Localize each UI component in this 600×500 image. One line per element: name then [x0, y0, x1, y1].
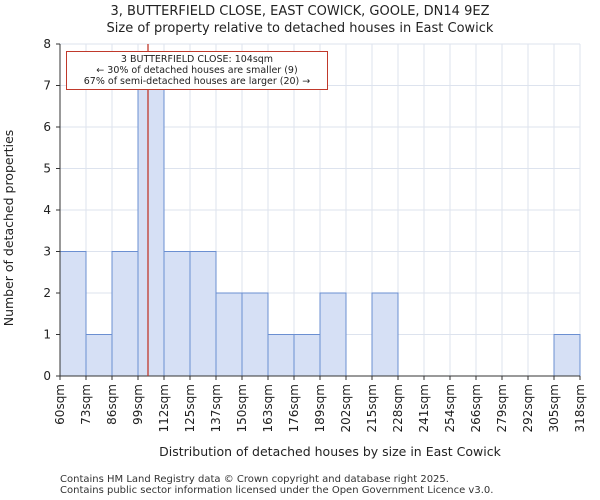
x-tick-label: 279sqm — [495, 384, 509, 432]
x-tick-label: 292sqm — [521, 384, 535, 432]
y-tick-label: 1 — [43, 328, 51, 342]
y-tick-label: 4 — [43, 203, 51, 217]
x-tick-label: 60sqm — [53, 384, 67, 425]
annotation-line-3: 67% of semi-detached houses are larger (… — [83, 76, 311, 87]
footer-line-1: Contains HM Land Registry data © Crown c… — [60, 474, 449, 485]
x-tick-label: 241sqm — [417, 384, 431, 432]
chart-title: 3, BUTTERFIELD CLOSE, EAST COWICK, GOOLE… — [110, 4, 490, 19]
x-tick-label: 125sqm — [183, 384, 197, 432]
histogram-bar — [215, 292, 243, 377]
y-tick-label: 8 — [43, 37, 51, 51]
histogram-bar — [267, 334, 295, 377]
histogram-bar — [85, 334, 113, 377]
x-tick-label: 254sqm — [443, 384, 457, 432]
x-tick-label: 215sqm — [365, 384, 379, 432]
y-tick-label: 6 — [43, 120, 51, 134]
x-tick-label: 228sqm — [391, 384, 405, 432]
annotation-line-2: ← 30% of detached houses are smaller (9) — [96, 65, 298, 76]
x-tick-label: 318sqm — [573, 384, 587, 432]
footer-line-2: Contains public sector information licen… — [60, 485, 494, 496]
x-tick-label: 176sqm — [287, 384, 301, 432]
x-tick-label: 86sqm — [105, 384, 119, 425]
histogram-bar — [553, 334, 581, 377]
histogram-bar — [241, 292, 269, 377]
y-tick-label: 0 — [43, 369, 51, 383]
histogram-bar — [59, 251, 87, 377]
histogram-bar — [319, 292, 347, 377]
x-axis-label: Distribution of detached houses by size … — [159, 444, 501, 459]
chart-subtitle: Size of property relative to detached ho… — [106, 21, 494, 36]
x-tick-label: 150sqm — [235, 384, 249, 432]
x-tick-label: 202sqm — [339, 384, 353, 432]
y-tick-label: 3 — [43, 245, 51, 259]
x-tick-label: 163sqm — [261, 384, 275, 432]
x-tick-label: 189sqm — [313, 384, 327, 432]
histogram-bar — [371, 292, 399, 377]
y-tick-label: 2 — [43, 286, 51, 300]
x-tick-label: 137sqm — [209, 384, 223, 432]
x-tick-label: 266sqm — [469, 384, 483, 432]
y-axis-label: Number of detached properties — [1, 130, 16, 327]
x-tick-label: 99sqm — [131, 384, 145, 425]
histogram-bar — [111, 251, 139, 377]
histogram-bar — [189, 251, 217, 377]
y-tick-label: 7 — [43, 79, 51, 93]
x-tick-label: 305sqm — [547, 384, 561, 432]
x-tick-label: 73sqm — [79, 384, 93, 425]
y-tick-label: 5 — [43, 162, 51, 176]
x-tick-label: 112sqm — [157, 384, 171, 432]
property-annotation: 3 BUTTERFIELD CLOSE: 104sqm ← 30% of det… — [66, 51, 328, 90]
histogram-bar — [293, 334, 321, 377]
annotation-line-1: 3 BUTTERFIELD CLOSE: 104sqm — [120, 54, 274, 65]
histogram-bar — [163, 251, 191, 377]
histogram-bar — [137, 85, 165, 377]
